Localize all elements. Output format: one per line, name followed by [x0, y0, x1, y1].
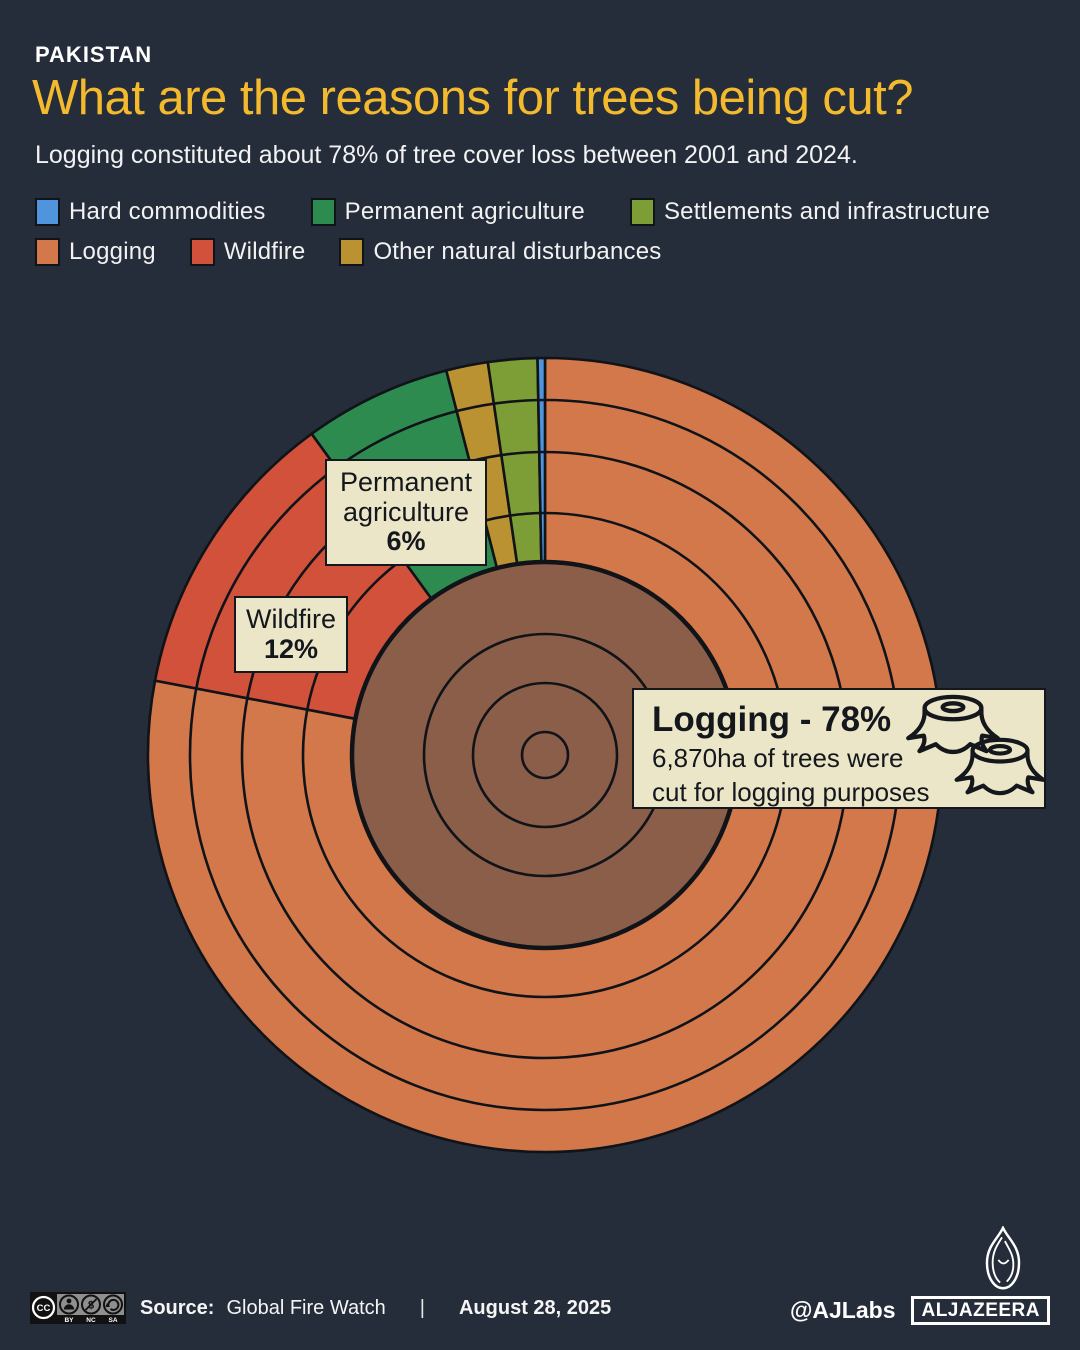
- svg-text:BY: BY: [64, 1317, 74, 1324]
- callout-wildfire: Wildfire 12%: [234, 596, 348, 674]
- swatch-settlements: [629, 198, 655, 226]
- legend-item-wildfire: Wildfire: [189, 238, 306, 266]
- callout-value: 6%: [386, 526, 426, 557]
- svg-text:NC: NC: [86, 1317, 96, 1324]
- legend-row-2: Logging Wildfire Other natural disturban…: [35, 238, 1055, 266]
- cc-by-nc-sa-badge: CC $ BY NC SA: [30, 1292, 126, 1324]
- legend-item-hard-commodities: Hard commodities: [35, 198, 266, 226]
- legend-label: Logging: [69, 238, 156, 265]
- swatch-wildfire: [189, 238, 215, 266]
- legend-label: Other natural disturbances: [373, 238, 662, 265]
- cc-nc-icon: [81, 1294, 101, 1315]
- legend-item-logging: Logging: [35, 238, 156, 266]
- separator: |: [419, 1296, 425, 1319]
- callout-label-line: Permanent: [339, 467, 473, 497]
- swatch-other-natural: [339, 238, 365, 266]
- swatch-hard-commodities: [35, 198, 60, 226]
- legend-item-settlements: Settlements and infrastructure: [629, 198, 991, 226]
- cc-sa-icon: [103, 1294, 123, 1315]
- source-value: Global Fire Watch: [226, 1296, 386, 1319]
- source-line: Source: Global Fire Watch | August 28, 2…: [140, 1297, 611, 1320]
- legend-label: Settlements and infrastructure: [663, 198, 991, 225]
- aljazeera-flame-logo: [985, 1226, 1021, 1290]
- legend-label: Permanent agriculture: [344, 198, 585, 225]
- core-ring-arc: [520, 730, 570, 780]
- callout-label-line: agriculture: [342, 496, 470, 527]
- kicker-pakistan: PAKISTAN: [35, 42, 153, 67]
- legend-label: Wildfire: [223, 238, 306, 265]
- footer-right: @AJLabs ALJAZEERA: [790, 1296, 1050, 1325]
- svg-text:SA: SA: [108, 1317, 117, 1324]
- legend: Hard commodities Permanent agriculture S…: [35, 198, 1055, 278]
- callout-value: 12%: [263, 633, 319, 664]
- callout-label-line: Wildfire: [246, 604, 337, 634]
- legend-label: Hard commodities: [69, 198, 266, 225]
- cc-by-icon: [59, 1294, 79, 1315]
- ajlabs-credit: @AJLabs: [789, 1297, 896, 1323]
- cc-icon: [31, 1295, 56, 1320]
- callout-permanent-agriculture: Permanent agriculture 6%: [325, 459, 487, 567]
- publish-date: August 28, 2025: [458, 1296, 612, 1319]
- footer-left: CC $ BY NC SA Source: Global Fire Watch …: [30, 1292, 611, 1324]
- page-title: What are the reasons for trees being cut…: [32, 71, 914, 125]
- legend-row-1: Hard commodities Permanent agriculture S…: [35, 198, 1055, 226]
- legend-item-other-natural: Other natural disturbances: [339, 238, 661, 266]
- subtitle: Logging constituted about 78% of tree co…: [35, 141, 858, 169]
- swatch-logging: [35, 238, 60, 266]
- svg-text:CC: CC: [37, 1303, 51, 1314]
- callout-body-line: cut for logging purposes: [652, 776, 930, 807]
- legend-item-permanent-agriculture: Permanent agriculture: [310, 198, 585, 226]
- core-ring-arc: [471, 681, 619, 829]
- tree-stump-icon: [950, 733, 1050, 805]
- callout-title: Logging - 78%: [652, 700, 892, 739]
- callout-body-line: 6,870ha of trees were: [652, 743, 904, 774]
- swatch-permanent-agriculture: [310, 198, 336, 226]
- source-label: Source:: [140, 1296, 215, 1319]
- aljazeera-wordmark: ALJAZEERA: [911, 1296, 1050, 1325]
